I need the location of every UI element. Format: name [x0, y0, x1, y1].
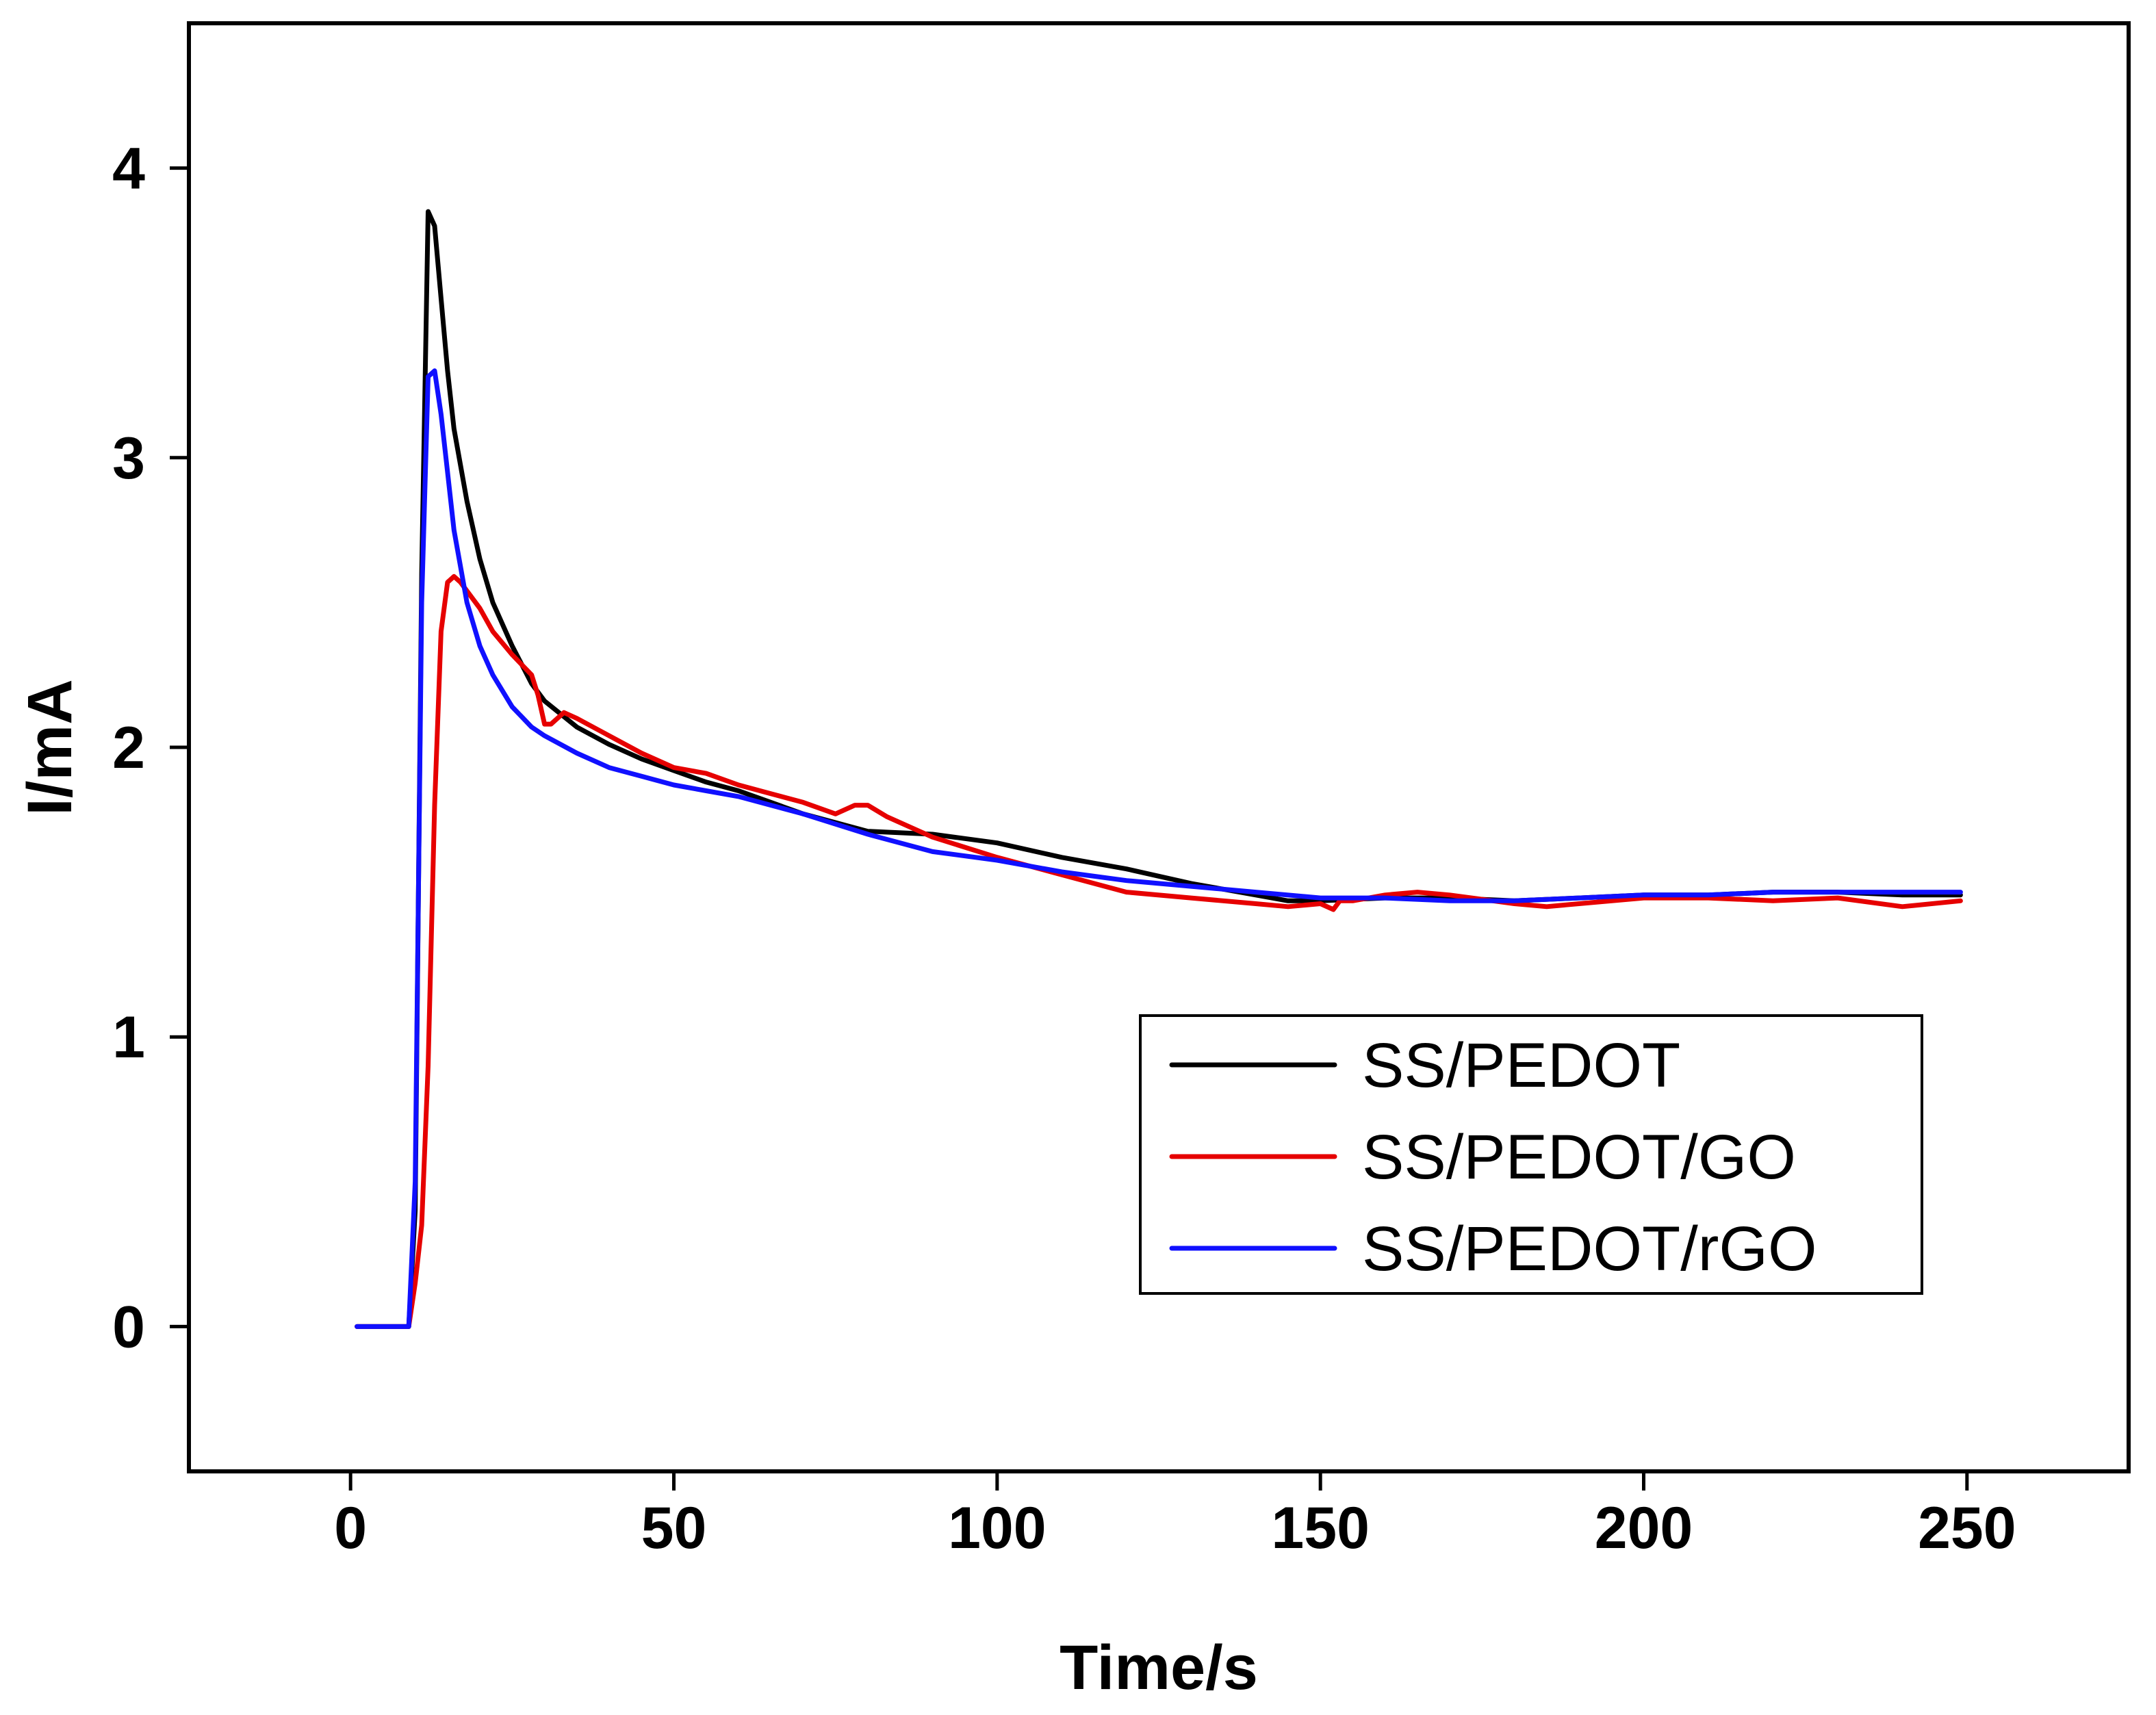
x-axis: 0 50 100 150 200 250	[334, 1471, 2016, 1561]
legend-label-ss-pedot-rgo: SS/PEDOT/rGO	[1362, 1214, 1817, 1284]
y-tick-label: 1	[112, 1005, 145, 1070]
x-tick-label: 200	[1595, 1495, 1693, 1561]
x-tick-label: 50	[641, 1495, 707, 1561]
x-tick-label: 250	[1918, 1495, 2016, 1561]
y-tick-label: 4	[112, 136, 145, 202]
x-tick-label: 0	[334, 1495, 367, 1561]
x-tick-label: 150	[1271, 1495, 1370, 1561]
y-tick-label: 2	[112, 715, 145, 781]
y-tick-label: 3	[112, 426, 145, 491]
legend-label-ss-pedot: SS/PEDOT	[1362, 1031, 1680, 1100]
series-layer	[355, 209, 1963, 1329]
series-line-ss-pedot-rgo	[355, 368, 1963, 1329]
legend-label-ss-pedot-go: SS/PEDOT/GO	[1362, 1122, 1796, 1192]
y-axis: 0 1 2 3 4	[112, 136, 189, 1360]
legend: SS/PEDOT SS/PEDOT/GO SS/PEDOT/rGO	[1139, 1014, 1923, 1295]
y-tick-label: 0	[112, 1294, 145, 1360]
x-axis-title: Time/s	[1060, 1633, 1258, 1703]
x-tick-label: 100	[948, 1495, 1047, 1561]
y-axis-title: I/mA	[15, 679, 85, 815]
series-line-ss-pedot-go	[355, 573, 1963, 1329]
